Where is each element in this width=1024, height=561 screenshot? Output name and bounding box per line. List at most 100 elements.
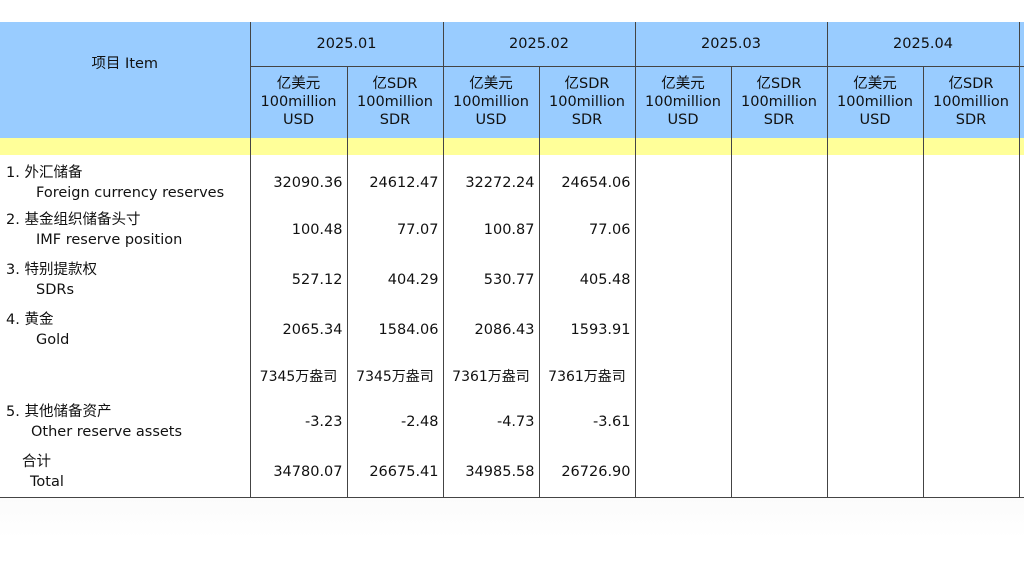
value-cell: 7345万盎司 [249, 355, 347, 397]
overflow-cell [1018, 155, 1024, 205]
reserves-table: 项目 Item 2025.01 2025.02 2025.03 2025.04 … [0, 22, 1024, 498]
value-cell: 34780.07 [249, 447, 347, 498]
value-cell [922, 355, 1019, 397]
row-label-cn: 1. 外汇储备 [6, 165, 83, 181]
value-cell [730, 255, 827, 305]
value-cell [922, 305, 1019, 355]
value-cell: 7361万盎司 [442, 355, 539, 397]
value-cell [922, 397, 1019, 447]
value-cell [826, 255, 923, 305]
separator-cell [538, 138, 635, 155]
row-label: 1. 外汇储备 Foreign currency reserves [0, 155, 250, 205]
period-header-2025-01: 2025.01 [249, 22, 443, 67]
separator-cell [922, 138, 1019, 155]
value-cell [826, 155, 923, 205]
value-cell [634, 205, 731, 255]
value-cell [634, 255, 731, 305]
separator-cell [346, 138, 443, 155]
separator-cell [0, 138, 250, 155]
row-label-en: Gold [36, 332, 70, 348]
value-cell: 100.48 [249, 205, 347, 255]
overflow-cell [1018, 447, 1024, 498]
blank-area [0, 498, 1024, 538]
value-cell [634, 447, 731, 498]
separator-band [0, 138, 1024, 155]
value-cell: 7361万盎司 [538, 355, 635, 397]
separator-cell [634, 138, 731, 155]
unit-header-usd: 亿美元 100million USD [826, 66, 923, 138]
value-cell [634, 305, 731, 355]
unit-header-sdr: 亿SDR 100million SDR [730, 66, 827, 138]
unit-header-sdr: 亿SDR 100million SDR [922, 66, 1019, 138]
item-column-header: 项目 Item [0, 22, 250, 138]
value-cell: 32090.36 [249, 155, 347, 205]
overflow-cell [1018, 355, 1024, 397]
unit-header-usd: 亿美元 100million USD [634, 66, 731, 138]
row-label [0, 355, 250, 397]
table-row: 5. 其他储备资产 Other reserve assets -3.23 -2.48-… [0, 397, 1024, 447]
row-label-cn: 4. 黄金 [6, 312, 54, 328]
value-cell [730, 305, 827, 355]
value-cell: 34985.58 [442, 447, 539, 498]
separator-cell [249, 138, 347, 155]
value-cell [922, 447, 1019, 498]
value-cell [922, 155, 1019, 205]
value-cell: 7345万盎司 [346, 355, 443, 397]
value-cell [922, 255, 1019, 305]
overflow-cell [1018, 205, 1024, 255]
value-cell: 527.12 [249, 255, 347, 305]
table-row: 7345万盎司 7345万盎司 7361万盎司 7361万盎司 [0, 355, 1024, 397]
row-label-en: Foreign currency reserves [36, 185, 225, 201]
value-cell: 2086.43 [442, 305, 539, 355]
unit-header-usd: 亿美元 100million USD [442, 66, 539, 138]
value-cell [730, 355, 827, 397]
row-label: 4. 黄金 Gold [0, 305, 250, 355]
reserves-sheet: 项目 Item 2025.01 2025.02 2025.03 2025.04 … [0, 22, 1024, 498]
overflow-cell [1018, 397, 1024, 447]
value-cell [634, 397, 731, 447]
row-label-cn: 合计 [22, 453, 51, 470]
row-label-en: SDRs [36, 282, 74, 298]
table-row: 2. 基金组织储备头寸 IMF reserve position 100.48 77.… [0, 205, 1024, 255]
unit-header-overflow [1018, 66, 1024, 138]
separator-cell [442, 138, 539, 155]
row-label: 合计 Total [0, 447, 250, 498]
value-cell: 77.06 [538, 205, 635, 255]
overflow-cell [1018, 255, 1024, 305]
row-label: 5. 其他储备资产 Other reserve assets [0, 397, 250, 447]
value-cell: 1584.06 [346, 305, 443, 355]
value-cell [730, 155, 827, 205]
overflow-cell [1018, 305, 1024, 355]
value-cell: 32272.24 [442, 155, 539, 205]
value-cell [634, 155, 731, 205]
value-cell: -2.48 [346, 397, 443, 447]
separator-cell [730, 138, 827, 155]
period-header-2025-03: 2025.03 [634, 22, 827, 67]
row-label-en: Total [30, 473, 64, 490]
value-cell: 24654.06 [538, 155, 635, 205]
value-cell: 26726.90 [538, 447, 635, 498]
value-cell: 26675.41 [346, 447, 443, 498]
row-label-cn: 5. 其他储备资产 [6, 404, 112, 420]
separator-cell [826, 138, 923, 155]
separator-cell [1018, 138, 1024, 155]
value-cell [826, 305, 923, 355]
value-cell: 24612.47 [346, 155, 443, 205]
value-cell: 77.07 [346, 205, 443, 255]
value-cell: 1593.91 [538, 305, 635, 355]
table-row: 合计 Total 34780.07 26675.41 34985.58 26726.90 [0, 447, 1024, 498]
table-row: 3. 特别提款权 SDRs 527.12 404.29 530.77 405.48 [0, 255, 1024, 305]
period-header-2025-04: 2025.04 [826, 22, 1019, 67]
value-cell: 100.87 [442, 205, 539, 255]
row-label-cn: 2. 基金组织储备头寸 [6, 212, 141, 228]
period-header-2025-02: 2025.02 [442, 22, 635, 67]
value-cell [730, 205, 827, 255]
value-cell: -4.73 [442, 397, 539, 447]
row-label: 3. 特别提款权 SDRs [0, 255, 250, 305]
value-cell [730, 397, 827, 447]
value-cell [826, 205, 923, 255]
value-cell [922, 205, 1019, 255]
table-row: 1. 外汇储备 Foreign currency reserves 32090.36… [0, 155, 1024, 205]
unit-header-sdr: 亿SDR 100million SDR [538, 66, 635, 138]
value-cell [826, 447, 923, 498]
